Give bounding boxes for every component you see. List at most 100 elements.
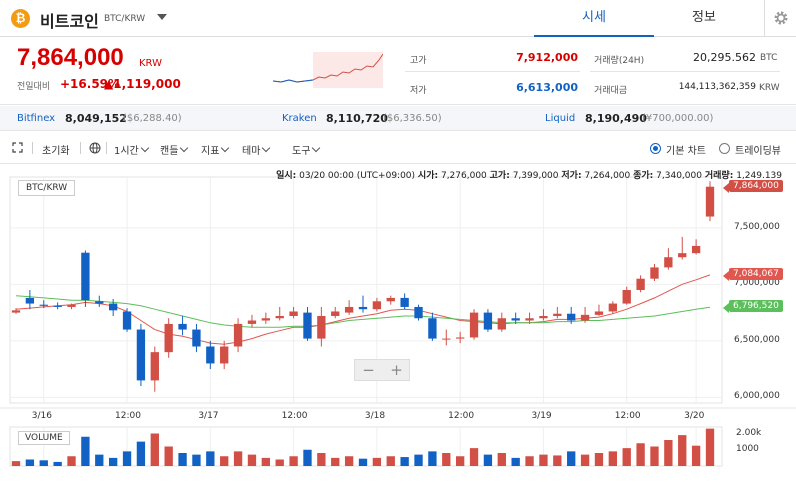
tab-info[interactable]: 정보 — [692, 10, 716, 25]
volume-tick-label: 1000 — [736, 443, 759, 454]
exchange-usd: (¥700,000.00) — [642, 113, 714, 124]
ohlc-label: 종가: — [633, 171, 654, 181]
zoom-out-button[interactable]: − — [362, 361, 375, 379]
tradingview-radio[interactable] — [719, 143, 730, 154]
reset-button[interactable]: 초기화 — [42, 146, 70, 157]
change-amount: ▲1,119,000 — [104, 77, 181, 91]
chart-canvas[interactable] — [0, 165, 796, 496]
low-value: 6,613,000 — [516, 81, 578, 94]
expand-icon[interactable] — [12, 142, 23, 153]
candle-body — [608, 303, 618, 312]
amount-unit: KRW — [759, 83, 780, 93]
x-tick-label: 3/19 — [531, 411, 552, 421]
volume-bar — [192, 454, 201, 466]
volume-bar — [344, 456, 354, 466]
exchange-name[interactable]: Bitfinex — [17, 113, 56, 124]
candle-body — [678, 253, 687, 258]
stat-divider — [590, 71, 780, 72]
volume-bar — [303, 449, 312, 466]
ohlc-label: 시가: — [417, 171, 439, 181]
price-chart[interactable]: 일시: 03/20 00:00 (UTC+09:00) 시가: 7,276,00… — [0, 165, 796, 496]
candle-body — [95, 301, 104, 304]
amount-label: 거래대금 — [594, 86, 628, 96]
interval-dropdown[interactable]: 1시간 — [114, 142, 150, 157]
candle-label: 캔들 — [160, 146, 179, 157]
volume-bar — [122, 451, 132, 466]
candle-body — [164, 323, 173, 353]
volume-bar — [220, 456, 229, 466]
settings-button[interactable] — [764, 0, 796, 37]
chevron-down-icon — [312, 143, 321, 153]
candle-body — [650, 267, 659, 279]
indicator-dropdown[interactable]: 지표 — [201, 142, 230, 157]
chart-pair-label: BTC/KRW — [18, 180, 76, 196]
volume-bar — [164, 446, 173, 466]
volume-bar — [511, 457, 520, 466]
ohlc-value: 1,249.139 — [736, 171, 782, 181]
x-tick-label: 12:00 — [115, 411, 141, 421]
candle-body — [122, 311, 132, 330]
candle-body — [372, 301, 382, 310]
candle-body — [261, 318, 271, 321]
volume-bar — [136, 441, 146, 466]
tools-dropdown[interactable]: 도구 — [292, 142, 321, 157]
theme-label: 테마 — [242, 146, 261, 157]
basic-chart-label[interactable]: 기본 차트 — [666, 146, 706, 157]
volume-bar — [95, 454, 104, 466]
change-percent: +16.59% — [60, 77, 121, 91]
zoom-in-button[interactable]: + — [390, 361, 403, 379]
volume-bar — [483, 454, 493, 466]
volume-bar — [25, 459, 35, 466]
volume-bar — [53, 461, 62, 466]
volume-bar — [178, 453, 187, 466]
x-tick-label: 3/20 — [684, 411, 705, 421]
volume-bar — [525, 456, 534, 466]
current-price: 7,864,000 — [17, 44, 124, 71]
theme-dropdown[interactable]: 테마 — [242, 142, 271, 157]
tab-quote[interactable]: 시세 — [534, 0, 654, 37]
candle-body — [580, 314, 590, 321]
price-summary: 7,864,000 KRW 전일대비 +16.59% ▲1,119,000 고가… — [0, 37, 796, 105]
volume-bar — [664, 440, 673, 466]
candle-body — [25, 297, 35, 304]
y-tick-label: 7,000,000 — [734, 278, 780, 289]
volume-bar — [650, 446, 659, 466]
candle-body — [400, 297, 409, 307]
current-price-tag: 7,864,000 — [723, 179, 783, 193]
candle-body — [567, 313, 576, 321]
tradingview-label[interactable]: 트레이딩뷰 — [735, 146, 781, 157]
basic-chart-radio[interactable] — [650, 143, 661, 154]
exchange-name[interactable]: Liquid — [545, 113, 576, 124]
candle-body — [136, 329, 146, 381]
ma-short-line — [15, 274, 711, 345]
candle-body — [67, 304, 76, 307]
volume-bar — [469, 448, 479, 466]
chart-toolbar: 초기화 1시간 캔들 지표 테마 도구 기본 차트 트레이딩뷰 — [0, 132, 796, 164]
exchange-name[interactable]: Kraken — [282, 113, 317, 124]
candle-body — [664, 257, 673, 268]
candle-body — [622, 290, 631, 304]
volume-bar — [442, 453, 451, 466]
tag-text: 7,084,067 — [733, 268, 779, 279]
volume-bar — [594, 453, 604, 466]
ohlc-value: 03/20 00:00 (UTC+09:00) — [299, 171, 416, 181]
candle-body — [358, 306, 368, 310]
toolbar-divider — [32, 142, 33, 154]
volume-bar — [233, 451, 243, 466]
zoom-control: − + — [354, 359, 410, 381]
stat-divider — [405, 71, 580, 72]
volume-bar — [691, 445, 701, 466]
globe-icon[interactable] — [89, 142, 101, 154]
candle-dropdown[interactable]: 캔들 — [160, 142, 189, 157]
ma-long-line — [15, 295, 711, 328]
exchange-usd: ($6,336.50) — [383, 113, 442, 124]
volume-bar — [317, 453, 326, 466]
volume-bar — [67, 456, 76, 466]
chevron-down-icon[interactable] — [157, 14, 167, 20]
candle-body — [414, 306, 423, 319]
tools-label: 도구 — [292, 146, 311, 157]
candle-body — [525, 318, 534, 321]
candle-body — [178, 323, 187, 330]
coin-name: 비트코인 — [40, 12, 99, 31]
high-label: 고가 — [410, 56, 427, 66]
